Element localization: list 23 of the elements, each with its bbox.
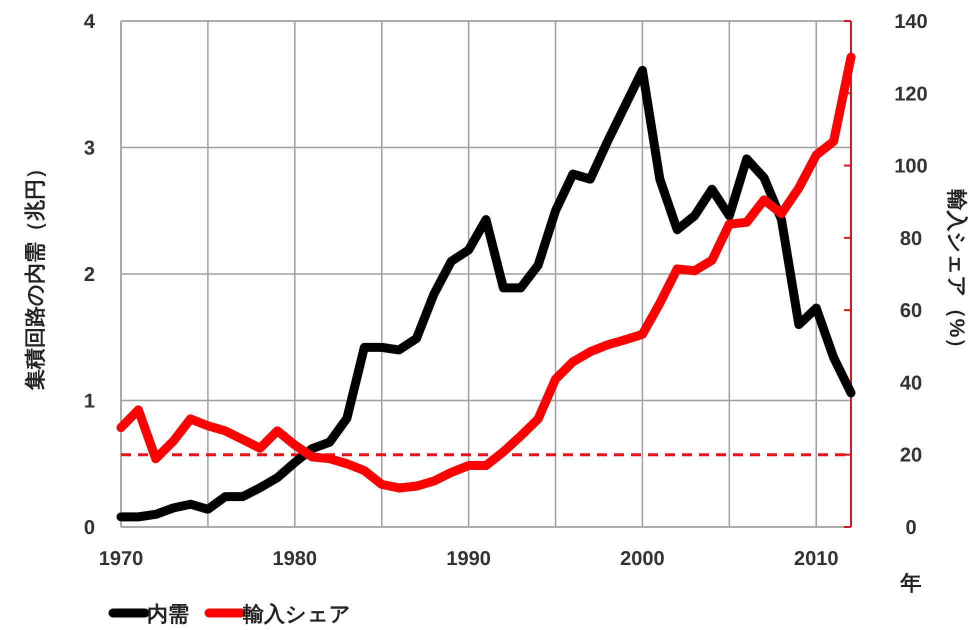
x-tick-label: 1980 xyxy=(272,548,318,570)
x-tick-label: 2000 xyxy=(620,548,665,570)
x-tick-label: 1970 xyxy=(98,548,144,570)
y-tick-label: 4 xyxy=(84,11,96,33)
y2-tick-label: 80 xyxy=(900,228,922,250)
y-axis-title: 集積回路の内需（兆円） xyxy=(24,158,47,391)
y2-tick-label: 40 xyxy=(900,372,922,394)
y-tick-label: 3 xyxy=(84,138,95,160)
legend-label: 内需 xyxy=(147,603,189,626)
y2-axis-title: 輸入シェア（%） xyxy=(945,188,968,358)
y-tick-label: 1 xyxy=(84,390,95,412)
y2-tick-label: 0 xyxy=(905,517,917,539)
y2-tick-label: 100 xyxy=(894,156,928,178)
x-axis-title: 年 xyxy=(900,572,922,595)
y-tick-label: 0 xyxy=(84,517,95,539)
x-tick-label: 1990 xyxy=(446,548,491,570)
y2-tick-label: 120 xyxy=(894,83,928,106)
x-tick-label: 2010 xyxy=(794,548,838,570)
y-tick-label: 2 xyxy=(84,264,95,286)
y2-tick-label: 60 xyxy=(900,300,922,322)
y2-tick-label: 20 xyxy=(900,444,922,467)
legend-label: 輸入シェア xyxy=(242,603,351,626)
y2-tick-label: 140 xyxy=(894,11,928,33)
